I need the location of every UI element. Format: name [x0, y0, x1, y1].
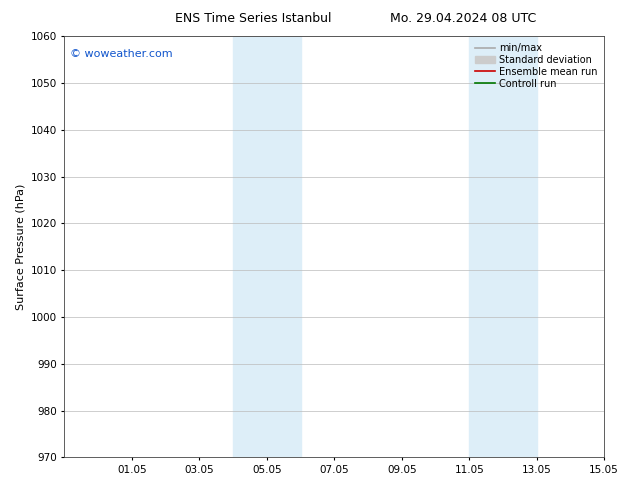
Legend: min/max, Standard deviation, Ensemble mean run, Controll run: min/max, Standard deviation, Ensemble me… [474, 41, 599, 91]
Text: Mo. 29.04.2024 08 UTC: Mo. 29.04.2024 08 UTC [390, 12, 536, 25]
Text: ENS Time Series Istanbul: ENS Time Series Istanbul [176, 12, 332, 25]
Text: © woweather.com: © woweather.com [70, 49, 172, 59]
Bar [233, 36, 301, 457]
Y-axis label: Surface Pressure (hPa): Surface Pressure (hPa) [15, 184, 25, 310]
Bar [469, 36, 536, 457]
